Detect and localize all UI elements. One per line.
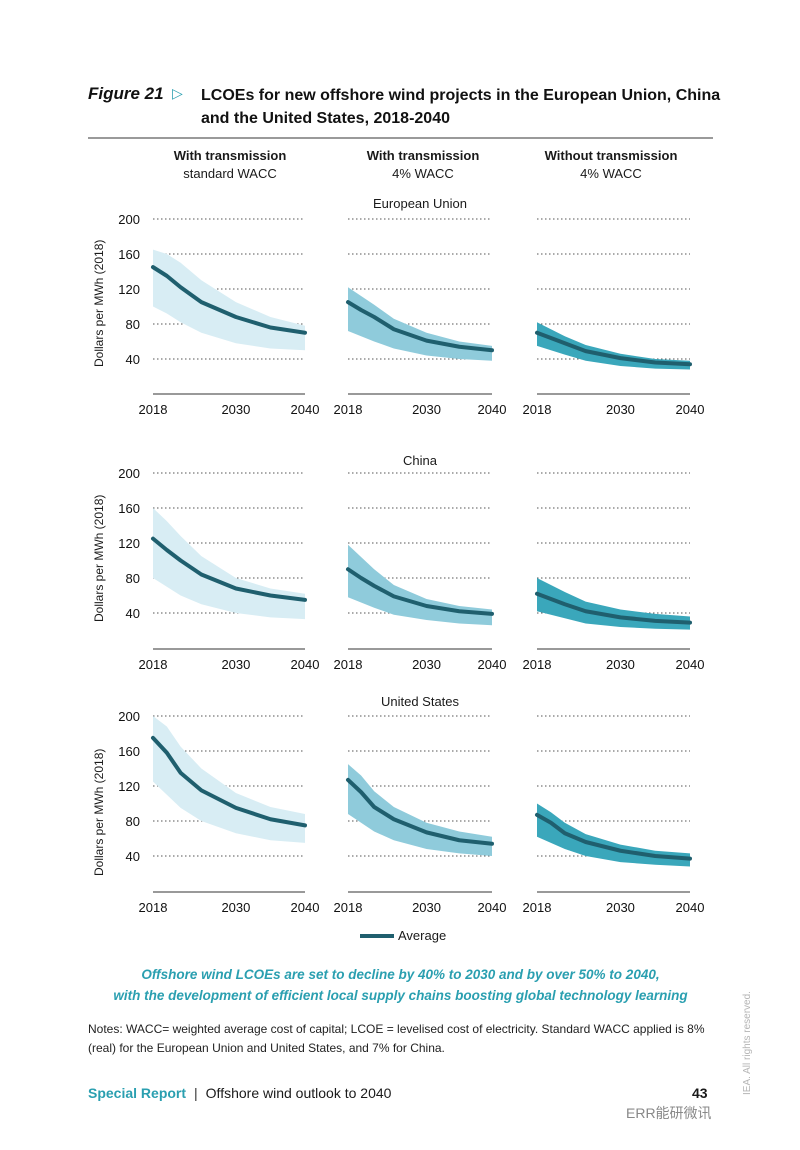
figure-arrow-icon: ▷ bbox=[172, 85, 183, 101]
x-tick-label: 2030 bbox=[606, 402, 635, 417]
y-tick-label: 40 bbox=[126, 606, 140, 621]
y-tick-label: 200 bbox=[118, 709, 140, 724]
x-tick-label: 2030 bbox=[221, 657, 250, 672]
legend-average-label: Average bbox=[398, 928, 447, 943]
y-tick-label: 80 bbox=[126, 317, 140, 332]
x-tick-label: 2030 bbox=[606, 900, 635, 915]
x-tick-label: 2018 bbox=[334, 402, 363, 417]
x-tick-label: 2018 bbox=[523, 900, 552, 915]
column-subtitle: standard WACC bbox=[183, 166, 277, 181]
copyright-note: IEA. All rights reserved. bbox=[742, 991, 753, 1095]
x-tick-label: 2030 bbox=[412, 657, 441, 672]
y-tick-label: 40 bbox=[126, 849, 140, 864]
watermark: ERR能研微讯 bbox=[626, 1105, 712, 1121]
average-line bbox=[535, 812, 692, 861]
x-tick-label: 2018 bbox=[139, 402, 168, 417]
x-tick-label: 2030 bbox=[606, 657, 635, 672]
y-tick-label: 80 bbox=[126, 814, 140, 829]
average-line bbox=[346, 777, 494, 846]
range-band bbox=[537, 578, 690, 630]
x-tick-label: 2040 bbox=[478, 402, 507, 417]
x-tick-label: 2040 bbox=[676, 900, 705, 915]
x-tick-label: 2030 bbox=[412, 402, 441, 417]
average-line bbox=[346, 300, 494, 353]
y-tick-label: 160 bbox=[118, 744, 140, 759]
average-line bbox=[151, 265, 307, 335]
range-band bbox=[153, 249, 305, 351]
x-tick-label: 2040 bbox=[291, 900, 320, 915]
x-tick-label: 2040 bbox=[478, 900, 507, 915]
x-tick-label: 2018 bbox=[139, 900, 168, 915]
average-line bbox=[346, 567, 494, 616]
region-label-eu: European Union bbox=[373, 196, 467, 211]
legend-average-swatch bbox=[360, 933, 394, 938]
y-tick-label: 120 bbox=[118, 282, 140, 297]
x-tick-label: 2040 bbox=[676, 402, 705, 417]
y-tick-label: 160 bbox=[118, 501, 140, 516]
average-line bbox=[535, 591, 692, 625]
range-band bbox=[348, 764, 492, 856]
y-tick-label: 120 bbox=[118, 536, 140, 551]
column-header-3: Without transmission 4% WACC bbox=[521, 147, 701, 183]
page-number: 43 bbox=[692, 1085, 708, 1101]
range-band bbox=[537, 803, 690, 867]
column-subtitle: 4% WACC bbox=[392, 166, 454, 181]
footer-separator: | bbox=[194, 1085, 198, 1101]
x-tick-label: 2040 bbox=[478, 657, 507, 672]
range-band bbox=[348, 287, 492, 361]
column-header-1: With transmission standard WACC bbox=[140, 147, 320, 183]
average-line bbox=[151, 735, 307, 828]
y-tick-label: 120 bbox=[118, 779, 140, 794]
x-tick-label: 2018 bbox=[334, 900, 363, 915]
average-line bbox=[151, 536, 307, 602]
column-header-2: With transmission 4% WACC bbox=[333, 147, 513, 183]
x-tick-label: 2030 bbox=[221, 402, 250, 417]
x-tick-label: 2018 bbox=[334, 657, 363, 672]
column-title: Without transmission bbox=[544, 148, 678, 163]
column-subtitle: 4% WACC bbox=[580, 166, 642, 181]
range-band bbox=[348, 544, 492, 626]
x-tick-label: 2040 bbox=[676, 657, 705, 672]
range-band bbox=[153, 508, 305, 620]
takeaway-line-2: with the development of efficient local … bbox=[113, 988, 688, 1003]
x-tick-label: 2018 bbox=[523, 402, 552, 417]
column-title: With transmission bbox=[173, 148, 287, 163]
y-tick-label: 80 bbox=[126, 571, 140, 586]
region-label-china: China bbox=[403, 453, 437, 468]
y-tick-label: 40 bbox=[126, 352, 140, 367]
x-tick-label: 2030 bbox=[221, 900, 250, 915]
x-tick-label: 2030 bbox=[412, 900, 441, 915]
takeaway-line-1: Offshore wind LCOEs are set to decline b… bbox=[141, 967, 660, 982]
footer-section: Special Report bbox=[88, 1085, 187, 1101]
notes: Notes: WACC= weighted average cost of ca… bbox=[88, 1022, 705, 1055]
x-tick-label: 2018 bbox=[139, 657, 168, 672]
footer: Special Report | Offshore wind outlook to … bbox=[88, 1085, 391, 1101]
key-takeaway: Offshore wind LCOEs are set to decline b… bbox=[88, 964, 713, 1006]
x-tick-label: 2040 bbox=[291, 657, 320, 672]
column-title: With transmission bbox=[366, 148, 480, 163]
figure-title: LCOEs for new offshore wind projects in … bbox=[201, 87, 721, 127]
average-line bbox=[535, 330, 692, 367]
x-tick-label: 2018 bbox=[523, 657, 552, 672]
header-divider bbox=[88, 137, 713, 139]
legend: Average bbox=[360, 928, 446, 943]
range-band bbox=[537, 322, 690, 370]
y-tick-label: 160 bbox=[118, 247, 140, 262]
y-tick-label: 200 bbox=[118, 212, 140, 227]
footer-document-title: Offshore wind outlook to 2040 bbox=[205, 1085, 392, 1101]
figure-label: Figure 21 bbox=[88, 84, 164, 103]
x-tick-label: 2040 bbox=[291, 402, 320, 417]
y-tick-label: 200 bbox=[118, 466, 140, 481]
region-label-us: United States bbox=[380, 694, 460, 709]
range-band bbox=[153, 716, 305, 843]
